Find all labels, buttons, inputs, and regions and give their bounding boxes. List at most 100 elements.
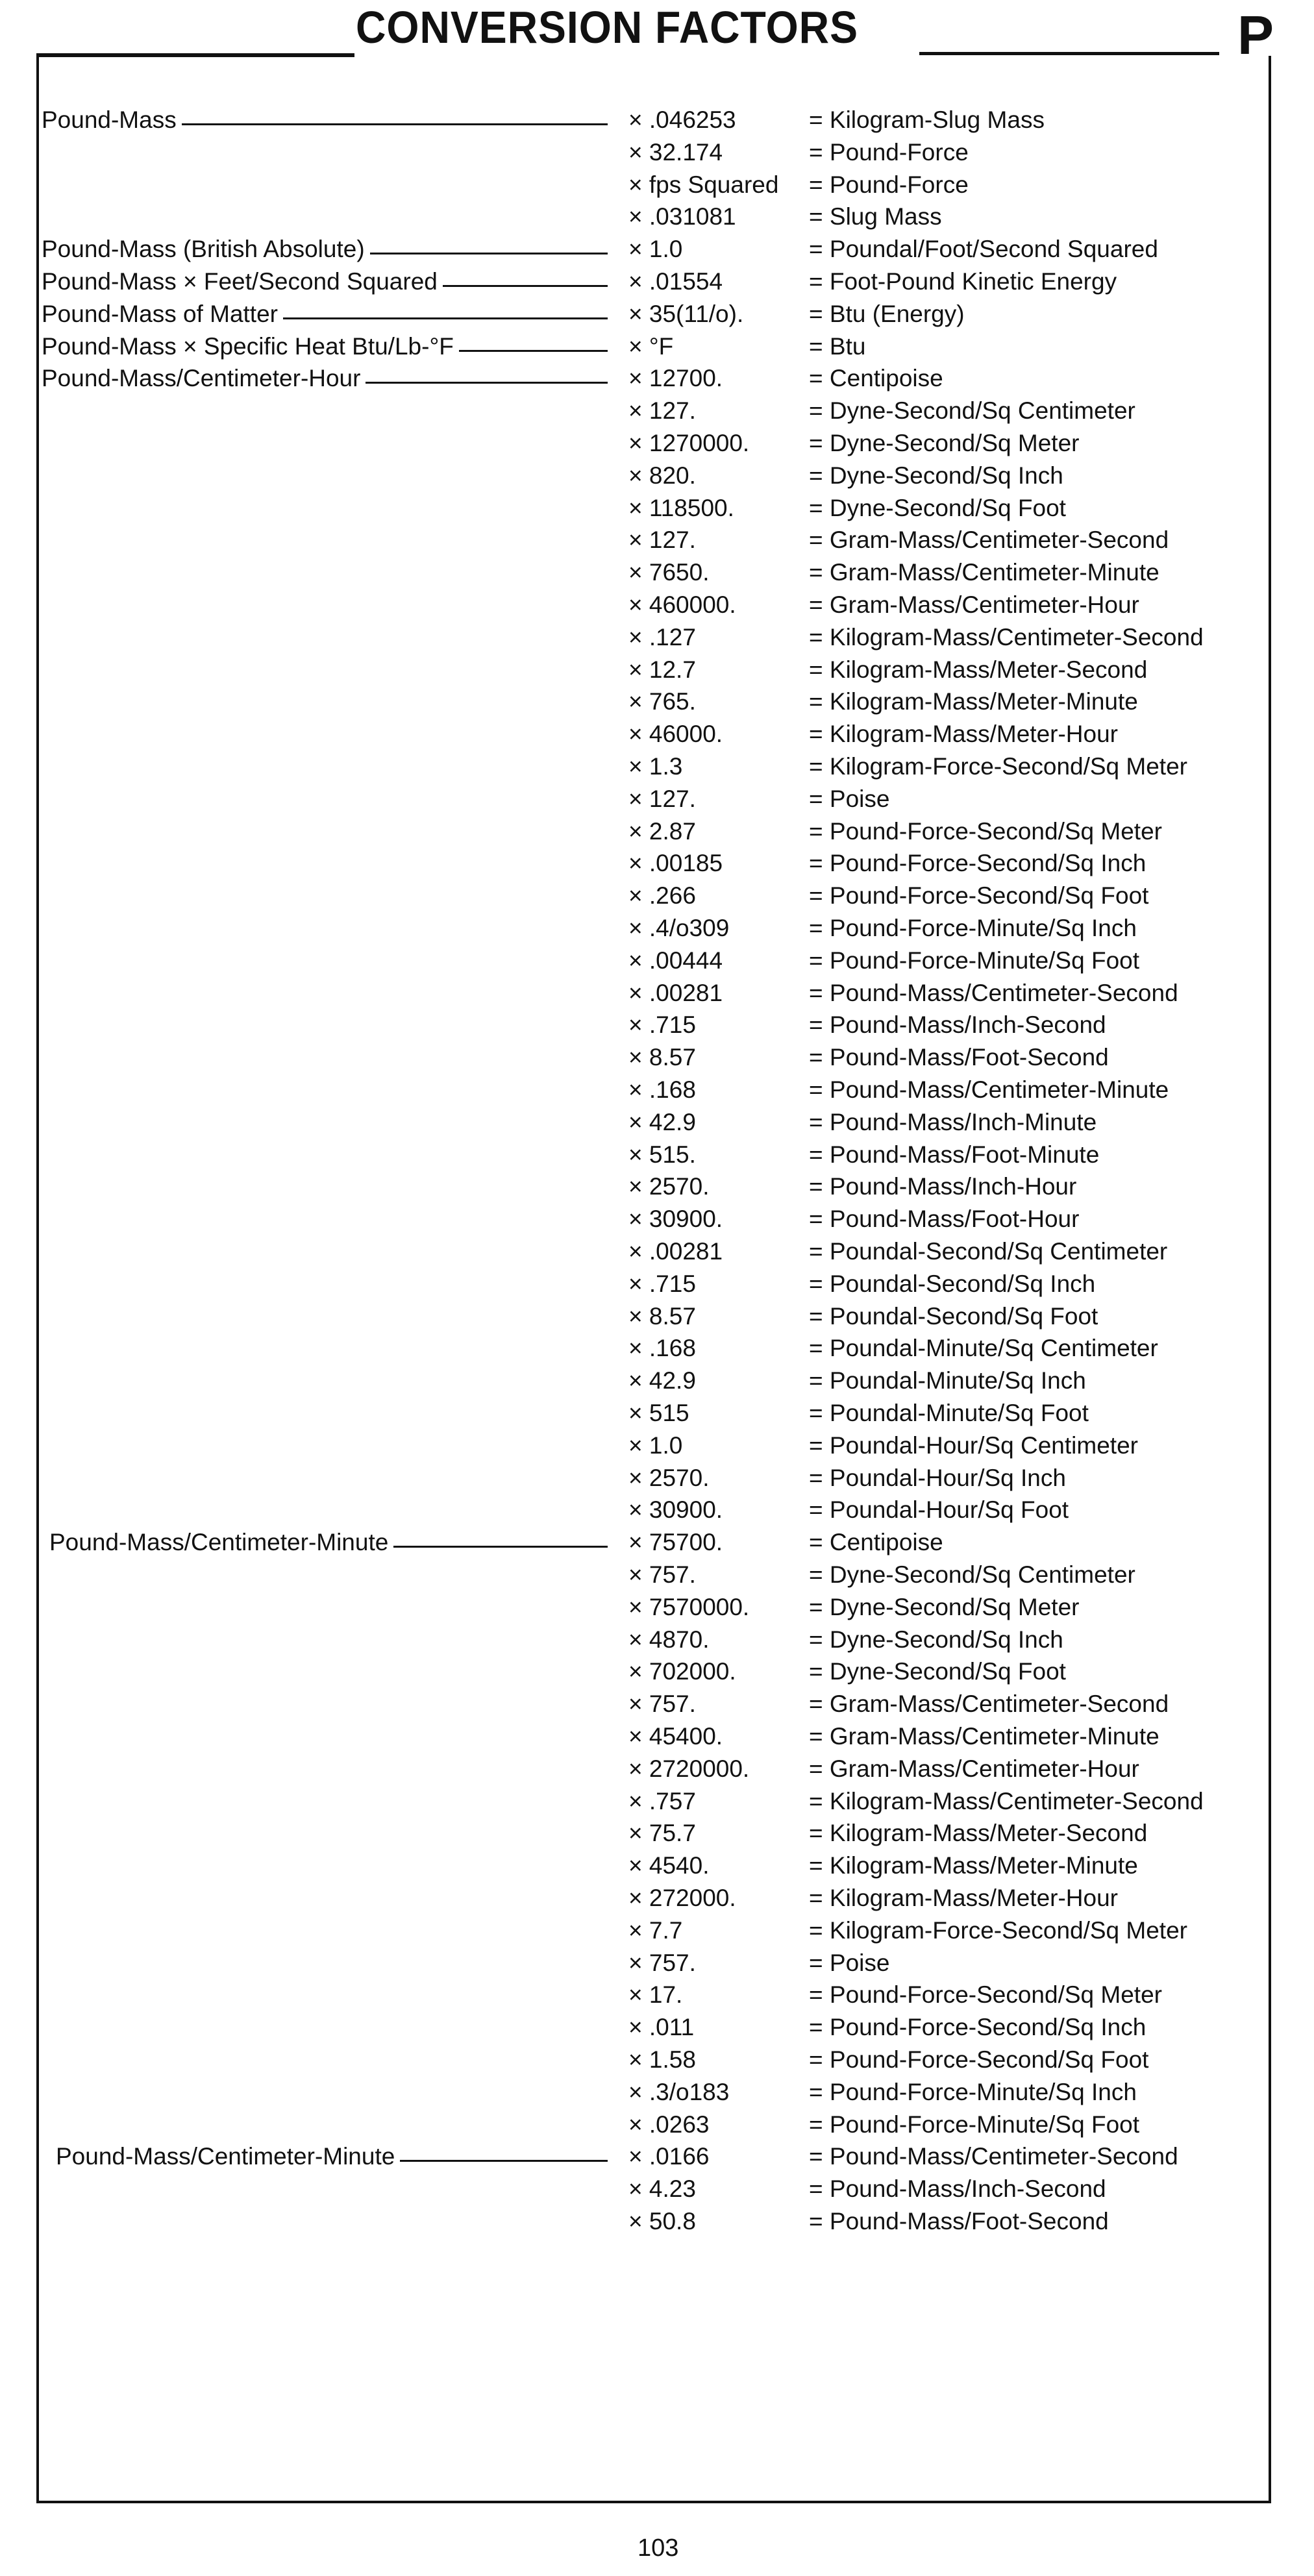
factor: × 820. xyxy=(628,460,696,492)
factor-value: 7570000. xyxy=(649,1593,750,1620)
multiply-sign: × xyxy=(628,300,643,327)
table-row: × 12.7 = Kilogram-Mass/Meter-Second xyxy=(0,654,1314,686)
result-unit: Poundal-Second/Sq Centimeter xyxy=(829,1238,1168,1265)
factor: × 1.0 xyxy=(628,233,682,266)
result: = Kilogram-Mass/Meter-Hour xyxy=(809,1882,1118,1914)
table-row: × .011 = Pound-Force-Second/Sq Inch xyxy=(0,2011,1314,2044)
factor: × 757. xyxy=(628,1947,696,1979)
table-row: × .168 = Poundal-Minute/Sq Centimeter xyxy=(0,1332,1314,1365)
result: = Pound-Force-Minute/Sq Foot xyxy=(809,945,1139,977)
result: = Dyne-Second/Sq Foot xyxy=(809,492,1066,525)
factor: × .031081 xyxy=(628,201,736,233)
factor-value: 2720000. xyxy=(649,1755,750,1782)
table-row: × .715 = Pound-Mass/Inch-Second xyxy=(0,1009,1314,1041)
equals-sign: = xyxy=(809,1561,823,1588)
equals-sign: = xyxy=(809,2014,823,2041)
table-row: Pound-Mass/Centimeter-Hour × 12700. = Cent… xyxy=(0,362,1314,395)
result: = Pound-Force-Minute/Sq Inch xyxy=(809,2076,1137,2109)
table-row: × 42.9 = Pound-Mass/Inch-Minute xyxy=(0,1106,1314,1139)
equals-sign: = xyxy=(809,1173,823,1200)
factor: × 7570000. xyxy=(628,1591,749,1624)
result: = Pound-Force-Second/Sq Meter xyxy=(809,1979,1162,2011)
result: = Gram-Mass/Centimeter-Hour xyxy=(809,589,1139,621)
multiply-sign: × xyxy=(628,2208,643,2235)
factor-value: 2.87 xyxy=(649,817,696,845)
table-row: × 1.3 = Kilogram-Force-Second/Sq Meter xyxy=(0,750,1314,783)
table-row: × 118500. = Dyne-Second/Sq Foot xyxy=(0,492,1314,525)
table-row: Pound-Mass/Centimeter-Minute × 75700. = Ce… xyxy=(0,1526,1314,1559)
factor: × 4540. xyxy=(628,1850,709,1882)
multiply-sign: × xyxy=(628,1885,643,1911)
factor-value: 12.7 xyxy=(649,656,696,683)
result: = Dyne-Second/Sq Inch xyxy=(809,460,1063,492)
factor: × 46000. xyxy=(628,718,723,750)
table-row: × .715 = Poundal-Second/Sq Inch xyxy=(0,1268,1314,1300)
multiply-sign: × xyxy=(628,1723,643,1750)
source-unit: Pound-Mass/Centimeter-Minute xyxy=(56,2140,608,2173)
result: = Kilogram-Force-Second/Sq Meter xyxy=(809,750,1187,783)
multiply-sign: × xyxy=(628,171,643,198)
multiply-sign: × xyxy=(628,526,643,554)
result: = Centipoise xyxy=(809,362,943,395)
result-unit: Pound-Force-Second/Sq Foot xyxy=(829,882,1149,910)
table-row: × .757 = Kilogram-Mass/Centimeter-Second xyxy=(0,1785,1314,1818)
multiply-sign: × xyxy=(628,1302,643,1330)
source-unit-label: Pound-Mass × Feet/Second Squared xyxy=(42,268,438,295)
leader-line xyxy=(458,349,608,352)
equals-sign: = xyxy=(809,1496,823,1524)
result-unit: Poundal-Minute/Sq Centimeter xyxy=(829,1335,1158,1362)
table-row: × 820. = Dyne-Second/Sq Inch xyxy=(0,460,1314,492)
multiply-sign: × xyxy=(628,106,643,133)
multiply-sign: × xyxy=(628,236,643,263)
result-unit: Poundal-Hour/Sq Inch xyxy=(829,1464,1066,1491)
result: = Kilogram-Mass/Meter-Second xyxy=(809,654,1147,686)
table-row: Pound-Mass of Matter × 35(11/o). = Btu (En… xyxy=(0,298,1314,330)
equals-sign: = xyxy=(809,430,823,456)
factor: × 30900. xyxy=(628,1494,723,1526)
result-unit: Poundal-Minute/Sq Inch xyxy=(829,1367,1086,1394)
result-unit: Pound-Mass/Inch-Second xyxy=(829,2175,1106,2203)
factor-value: .757 xyxy=(649,1787,696,1814)
multiply-sign: × xyxy=(628,1044,643,1071)
table-row: × 8.57 = Pound-Mass/Foot-Second xyxy=(0,1041,1314,1074)
multiply-sign: × xyxy=(628,2175,643,2203)
factor: × 8.57 xyxy=(628,1041,696,1074)
result-unit: Pound-Force-Second/Sq Meter xyxy=(829,817,1162,845)
equals-sign: = xyxy=(809,397,823,425)
table-row: × 30900. = Poundal-Hour/Sq Foot xyxy=(0,1494,1314,1526)
result: = Dyne-Second/Sq Foot xyxy=(809,1655,1066,1688)
table-row: × 515 = Poundal-Minute/Sq Foot xyxy=(0,1397,1314,1430)
table-row: × 4.23 = Pound-Mass/Inch-Second xyxy=(0,2173,1314,2205)
leader-line xyxy=(442,285,608,287)
equals-sign: = xyxy=(809,1885,823,1911)
result: = Dyne-Second/Sq Centimeter xyxy=(809,395,1135,427)
multiply-sign: × xyxy=(628,1173,643,1200)
factor-value: 127. xyxy=(649,785,696,812)
multiply-sign: × xyxy=(628,1367,643,1394)
result-unit: Kilogram-Mass/Meter-Minute xyxy=(829,688,1138,715)
result-unit: Btu (Energy) xyxy=(829,300,965,327)
factor: × 75700. xyxy=(628,1526,723,1559)
result-unit: Gram-Mass/Centimeter-Second xyxy=(829,526,1169,554)
result-unit: Poundal-Hour/Sq Centimeter xyxy=(829,1431,1138,1459)
factor-value: 118500. xyxy=(649,494,734,521)
multiply-sign: × xyxy=(628,203,643,230)
factor-value: 460000. xyxy=(649,591,736,618)
table-row: × 30900. = Pound-Mass/Foot-Hour xyxy=(0,1203,1314,1235)
table-row: × 127. = Dyne-Second/Sq Centimeter xyxy=(0,395,1314,427)
factor-value: 42.9 xyxy=(649,1108,696,1135)
result-unit: Pound-Force-Minute/Sq Inch xyxy=(829,915,1137,941)
equals-sign: = xyxy=(809,236,823,263)
result-unit: Pound-Force-Minute/Sq Foot xyxy=(829,2111,1140,2138)
multiply-sign: × xyxy=(628,721,643,748)
factor: × 12700. xyxy=(628,362,723,395)
factor: × fps Squared xyxy=(628,169,778,201)
multiply-sign: × xyxy=(628,1335,643,1362)
result-unit: Kilogram-Mass/Centimeter-Second xyxy=(829,1787,1204,1814)
result-unit: Poundal-Minute/Sq Foot xyxy=(829,1400,1089,1426)
factor: × .3/o183 xyxy=(628,2076,729,2109)
factor-value: 32.174 xyxy=(649,138,723,166)
table-row: × 1.58 = Pound-Force-Second/Sq Foot xyxy=(0,2044,1314,2076)
equals-sign: = xyxy=(809,1011,823,1039)
result: = Pound-Mass/Inch-Second xyxy=(809,1009,1106,1041)
